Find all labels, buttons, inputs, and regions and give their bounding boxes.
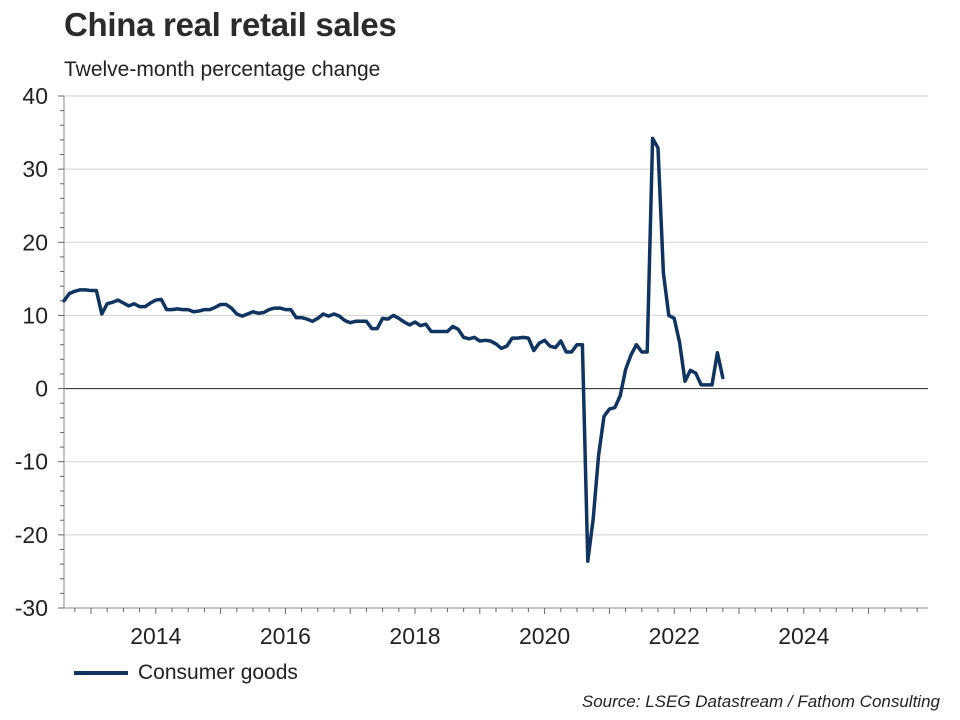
y-tick-label: -30 — [15, 595, 48, 621]
y-tick-label: -10 — [15, 449, 48, 475]
y-tick-label: -20 — [15, 522, 48, 548]
x-tick-label: 2020 — [519, 623, 570, 649]
series-line-consumer-goods — [62, 136, 725, 563]
y-tick-label: 40 — [22, 83, 48, 109]
x-tick-label: 2024 — [778, 623, 829, 649]
tick-marks — [58, 95, 918, 614]
x-tick-label: 2022 — [649, 623, 700, 649]
legend: Consumer goods — [74, 661, 298, 685]
y-tick-label: 0 — [35, 376, 48, 402]
y-tick-label: 30 — [22, 156, 48, 182]
source-note: Source: LSEG Datastream / Fathom Consult… — [581, 692, 940, 711]
x-tick-label: 2016 — [260, 623, 311, 649]
legend-swatch-consumer-goods — [74, 671, 128, 675]
y-tick-label: 20 — [22, 229, 48, 255]
x-tick-label: 2018 — [389, 623, 440, 649]
x-tick-label: 2014 — [130, 623, 181, 649]
axes — [63, 96, 928, 609]
chart-subtitle: Twelve-month percentage change — [64, 58, 381, 81]
chart-title: China real retail sales — [64, 6, 397, 43]
series-lines — [62, 136, 725, 563]
tick-labels: 40 30 20 10 0 -10 -20 -30 2014 2016 2018 2020 2022 20… — [15, 83, 830, 649]
grid-lines — [64, 95, 928, 609]
y-tick-label: 10 — [22, 302, 48, 328]
legend-label-consumer-goods: Consumer goods — [138, 661, 298, 684]
